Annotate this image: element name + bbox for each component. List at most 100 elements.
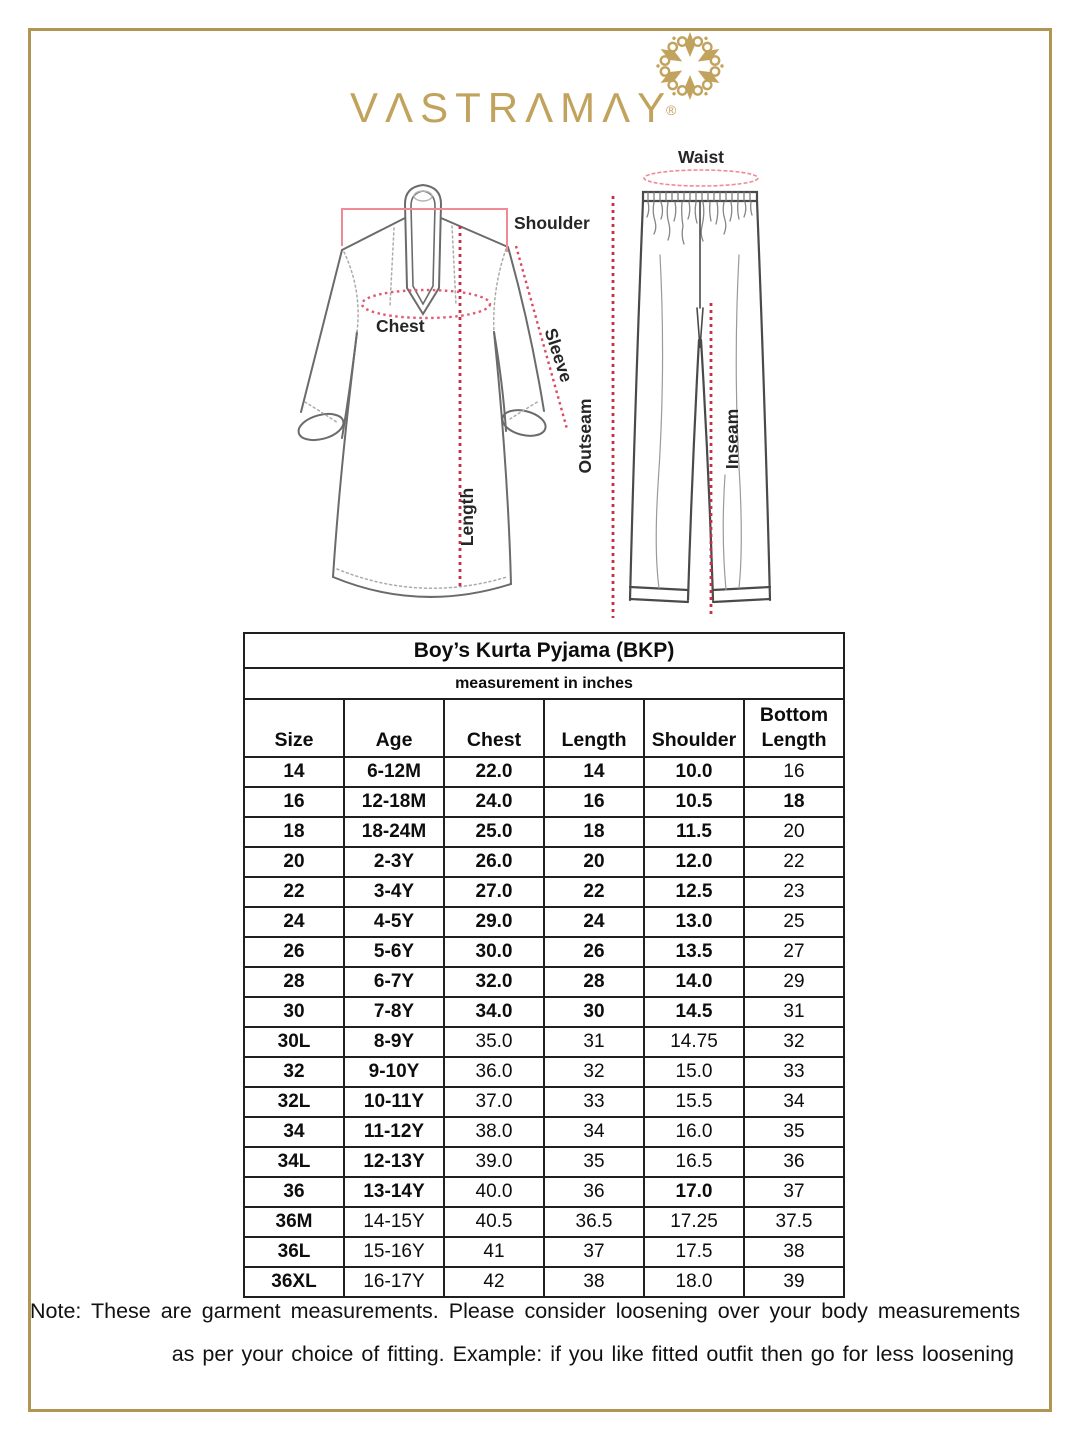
table-cell: 16-17Y xyxy=(343,1266,445,1298)
table-row: 28 6-7Y 32.0 28 14.0 29 xyxy=(243,966,845,998)
kurta-measure-lines xyxy=(341,208,569,586)
table-cell: 13.0 xyxy=(643,906,745,938)
table-cell: 15.5 xyxy=(643,1086,745,1118)
table-cell: 2-3Y xyxy=(343,846,445,878)
table-cell: 36 xyxy=(543,1176,645,1208)
table-subtitle: measurement in inches xyxy=(243,667,845,700)
table-cell: 32 xyxy=(243,1056,345,1088)
table-cell: 14 xyxy=(243,756,345,788)
table-cell: 16.0 xyxy=(643,1116,745,1148)
table-row: 36M 14-15Y 40.5 36.5 17.25 37.5 xyxy=(243,1206,845,1238)
table-cell: 10.5 xyxy=(643,786,745,818)
table-row: 32 9-10Y 36.0 32 15.0 33 xyxy=(243,1056,845,1088)
table-cell: 16 xyxy=(543,786,645,818)
table-cell: 15-16Y xyxy=(343,1236,445,1268)
column-header: Bottom Length xyxy=(743,698,845,758)
table-cell: 26.0 xyxy=(443,846,545,878)
table-cell: 24.0 xyxy=(443,786,545,818)
size-chart-table: Boy’s Kurta Pyjama (BKP) measurement in … xyxy=(243,632,845,1298)
table-cell: 18 xyxy=(543,816,645,848)
kurta-chest-label: Chest xyxy=(376,316,425,336)
table-cell: 33 xyxy=(743,1056,845,1088)
table-cell: 12.0 xyxy=(643,846,745,878)
table-cell: 30 xyxy=(543,996,645,1028)
table-cell: 31 xyxy=(743,996,845,1028)
table-cell: 12-13Y xyxy=(343,1146,445,1178)
table-cell: 40.0 xyxy=(443,1176,545,1208)
table-cell: 27 xyxy=(743,936,845,968)
table-cell: 36XL xyxy=(243,1266,345,1298)
table-cell: 14.75 xyxy=(643,1026,745,1058)
kurta-length-label: Length xyxy=(457,488,477,546)
table-cell: 24 xyxy=(543,906,645,938)
table-cell: 29.0 xyxy=(443,906,545,938)
table-row: 14 6-12M 22.0 14 10.0 16 xyxy=(243,756,845,788)
table-cell: 3-4Y xyxy=(343,876,445,908)
table-cell: 34 xyxy=(543,1116,645,1148)
table-header-row: Size Age Chest Length Shoulder Bottom Length xyxy=(243,698,845,758)
table-row: 20 2-3Y 26.0 20 12.0 22 xyxy=(243,846,845,878)
table-cell: 28 xyxy=(243,966,345,998)
table-cell: 9-10Y xyxy=(343,1056,445,1088)
pyjama-measure-lines xyxy=(611,169,759,618)
column-header: Chest xyxy=(443,698,545,758)
table-cell: 28 xyxy=(543,966,645,998)
column-header: Age xyxy=(343,698,445,758)
table-cell: 18.0 xyxy=(643,1266,745,1298)
table-cell: 40.5 xyxy=(443,1206,545,1238)
table-row: 22 3-4Y 27.0 22 12.5 23 xyxy=(243,876,845,908)
pyjama-waist-label: Waist xyxy=(678,147,724,167)
table-cell: 20 xyxy=(543,846,645,878)
table-cell: 36 xyxy=(743,1146,845,1178)
table-cell: 10-11Y xyxy=(343,1086,445,1118)
table-cell: 37 xyxy=(543,1236,645,1268)
table-row: 18 18-24M 25.0 18 11.5 20 xyxy=(243,816,845,848)
table-row: 26 5-6Y 30.0 26 13.5 27 xyxy=(243,936,845,968)
table-cell: 6-12M xyxy=(343,756,445,788)
kurta-sleeve-label: Sleeve xyxy=(541,326,577,385)
table-cell: 17.5 xyxy=(643,1236,745,1268)
mandala-star-icon xyxy=(655,30,725,102)
table-cell: 22 xyxy=(543,876,645,908)
table-cell: 14-15Y xyxy=(343,1206,445,1238)
table-cell: 36.0 xyxy=(443,1056,545,1088)
table-title-row: Boy’s Kurta Pyjama (BKP) xyxy=(243,632,845,669)
column-header: Size xyxy=(243,698,345,758)
table-cell: 38.0 xyxy=(443,1116,545,1148)
table-cell: 16 xyxy=(743,756,845,788)
table-cell: 26 xyxy=(243,936,345,968)
table-cell: 17.0 xyxy=(643,1176,745,1208)
table-cell: 8-9Y xyxy=(343,1026,445,1058)
table-cell: 12-18M xyxy=(343,786,445,818)
table-cell: 38 xyxy=(743,1236,845,1268)
table-cell: 18 xyxy=(243,816,345,848)
pyjama-inseam-label: Inseam xyxy=(722,409,742,469)
table-cell: 33 xyxy=(543,1086,645,1118)
table-row: 32L 10-11Y 37.0 33 15.5 34 xyxy=(243,1086,845,1118)
table-cell: 30 xyxy=(243,996,345,1028)
table-cell: 26 xyxy=(543,936,645,968)
table-cell: 14.0 xyxy=(643,966,745,998)
table-cell: 20 xyxy=(243,846,345,878)
table-cell: 6-7Y xyxy=(343,966,445,998)
table-cell: 22 xyxy=(743,846,845,878)
table-cell: 34 xyxy=(243,1116,345,1148)
table-cell: 11.5 xyxy=(643,816,745,848)
table-cell: 35 xyxy=(743,1116,845,1148)
note-text: Note: These are garment measurements. Pl… xyxy=(30,1290,1020,1376)
table-row: 36 13-14Y 40.0 36 17.0 37 xyxy=(243,1176,845,1208)
table-cell: 34 xyxy=(743,1086,845,1118)
table-cell: 30.0 xyxy=(443,936,545,968)
table-cell: 39.0 xyxy=(443,1146,545,1178)
brand-wordmark: VΛSTRΛMΛY xyxy=(350,84,673,131)
table-cell: 38 xyxy=(543,1266,645,1298)
measurement-diagram: Shoulder Chest Length Sleeve xyxy=(297,147,772,618)
table-cell: 39 xyxy=(743,1266,845,1298)
table-cell: 15.0 xyxy=(643,1056,745,1088)
table-cell: 12.5 xyxy=(643,876,745,908)
table-cell: 22 xyxy=(243,876,345,908)
table-cell: 5-6Y xyxy=(343,936,445,968)
table-row: 16 12-18M 24.0 16 10.5 18 xyxy=(243,786,845,818)
kurta-shoulder-label: Shoulder xyxy=(514,213,590,233)
